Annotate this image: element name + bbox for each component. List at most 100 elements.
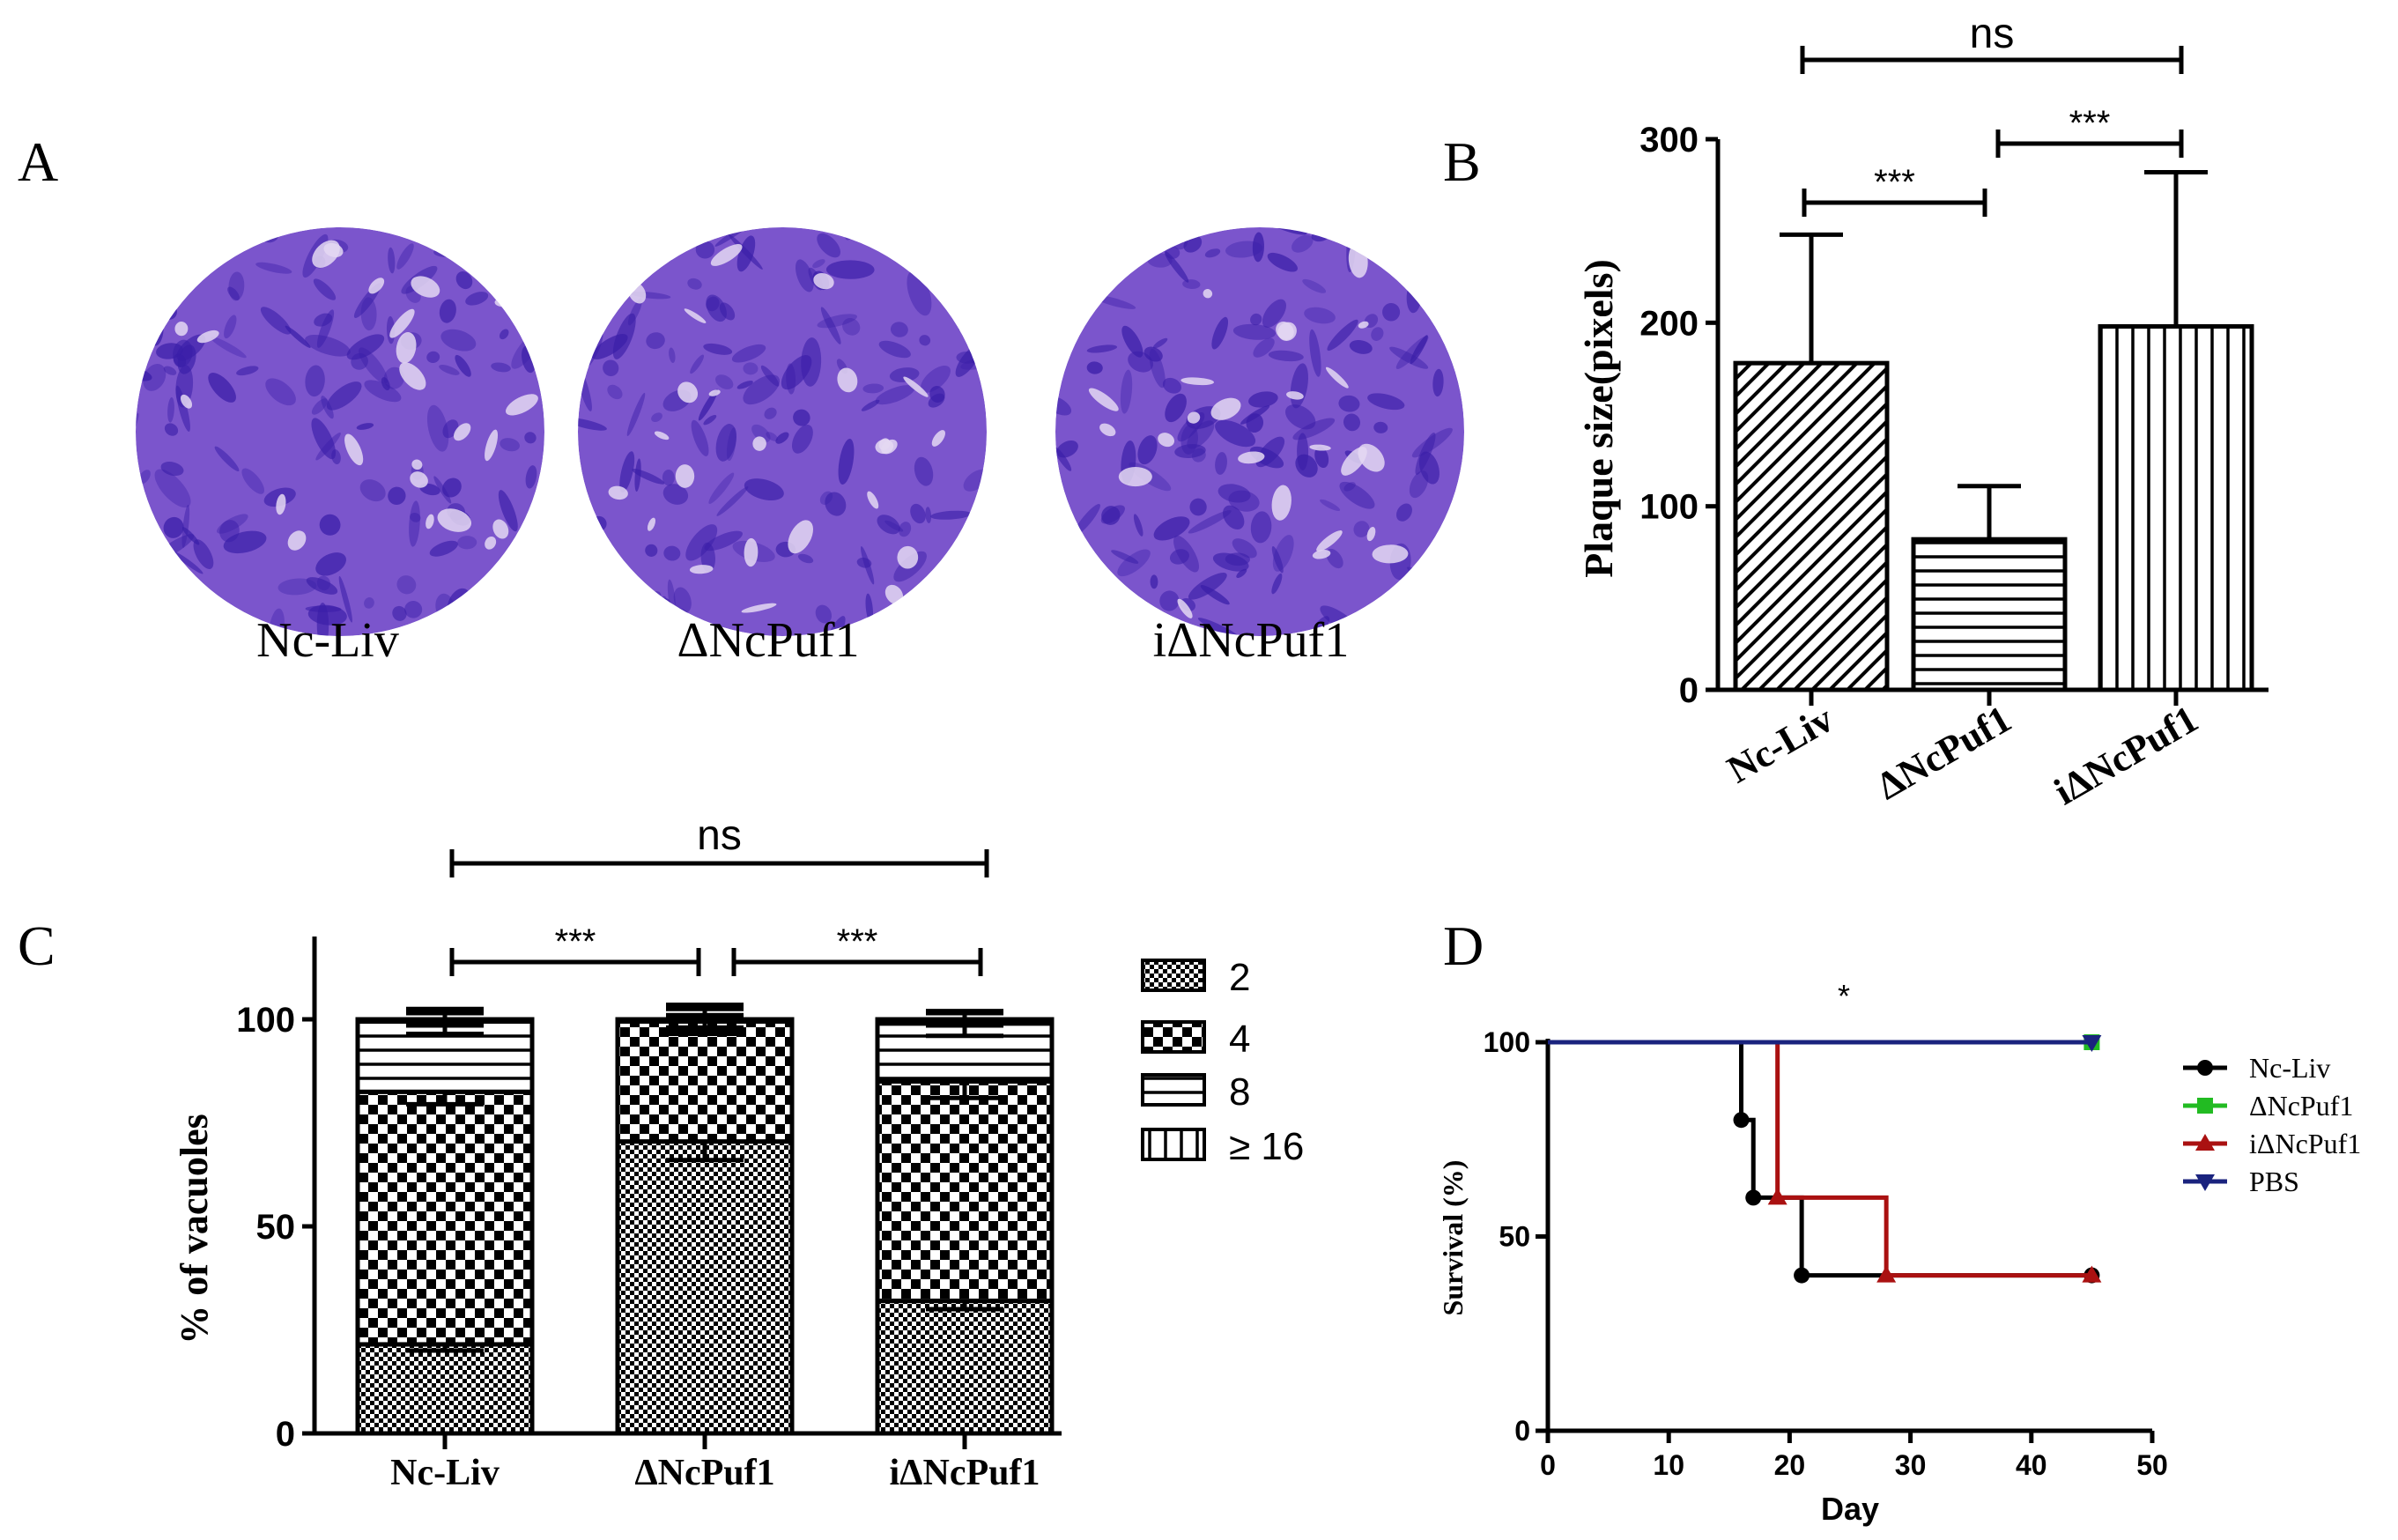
texture-streak [871, 620, 889, 636]
plate-texture [136, 227, 544, 636]
texture-streak [156, 598, 176, 618]
texture-streak [1292, 418, 1336, 441]
texture-streak [967, 277, 987, 300]
texture-streak [359, 347, 389, 384]
texture-streak [165, 589, 201, 605]
b-bar [1911, 537, 2068, 692]
plaque-spot [1271, 485, 1292, 521]
texture-streak [1111, 550, 1139, 564]
panel-b: B Plaque size(pixels) 0 100 200 300 Nc-Liv ΔN… [1443, 11, 2268, 813]
texture-streak [938, 610, 987, 632]
texture-streak [817, 314, 857, 329]
texture-streak [515, 227, 537, 233]
texture-streak [136, 617, 148, 636]
texture-streak [153, 574, 177, 603]
b-y-tick-label: 100 [1639, 488, 1699, 527]
texture-streak [669, 347, 676, 363]
texture-streak [175, 227, 202, 248]
texture-streak [764, 407, 777, 419]
texture-streak [175, 365, 194, 408]
plaque-images [136, 227, 1464, 636]
texture-streak [744, 478, 784, 501]
survival-chart: 0 10 20 30 40 50 0 50 100 Nc-Liv ΔNcPuf1 iΔNcPuf1 PB… [1484, 1026, 2362, 1481]
b-x-tick-label: iΔNcPuf1 [2046, 697, 2205, 813]
texture-streak [1445, 603, 1464, 636]
plaque-spot [185, 244, 203, 262]
d-x-tick-label: 40 [2016, 1449, 2047, 1481]
texture-streak [1353, 521, 1370, 537]
texture-streak [691, 419, 709, 456]
texture-streak [673, 587, 692, 614]
texture-streak [1162, 377, 1182, 394]
texture-streak [236, 366, 259, 376]
texture-streak [314, 313, 333, 327]
plaque-spot [897, 545, 919, 569]
texture-streak [825, 260, 875, 279]
texture-streak [793, 409, 810, 426]
texture-streak [925, 507, 932, 523]
texture-streak [409, 500, 420, 547]
texture-streak [662, 484, 689, 505]
plaque-spot [1372, 544, 1409, 564]
texture-streak [781, 355, 812, 390]
texture-streak [193, 539, 214, 570]
c-significance-label: *** [555, 922, 596, 961]
texture-streak [958, 322, 987, 333]
texture-streak [440, 329, 477, 352]
texture-streak [1153, 516, 1190, 541]
texture-streak [1338, 395, 1360, 412]
d-y-tick-label: 50 [1499, 1221, 1530, 1253]
texture-streak [143, 364, 167, 391]
texture-streak [1389, 346, 1429, 369]
texture-streak [136, 524, 147, 552]
texture-streak [410, 513, 421, 522]
plaque-spot [744, 537, 759, 567]
texture-streak [154, 469, 191, 508]
texture-streak [364, 380, 402, 403]
texture-streak [589, 227, 603, 233]
texture-streak [1371, 327, 1384, 341]
plate-label-i-delta-ncpuf1: iΔNcPuf1 [1153, 613, 1350, 668]
texture-streak [695, 241, 715, 259]
plaque-spot [608, 485, 628, 500]
texture-streak [396, 243, 414, 270]
texture-streak [260, 307, 292, 335]
b-y-axis-title: Plaque size(pixels) [1576, 259, 1621, 578]
texture-streak [305, 365, 325, 397]
plaque-spot [485, 429, 499, 462]
plaque-spot [1158, 433, 1175, 448]
texture-streak [161, 278, 175, 307]
texture-streak [651, 412, 662, 423]
plaque-spot [485, 536, 497, 550]
texture-streak [627, 298, 642, 326]
c-y-tick-label: 100 [236, 1001, 295, 1040]
d-x-tick-label: 0 [1540, 1449, 1556, 1481]
texture-streak [1165, 393, 1187, 423]
texture-streak [499, 329, 509, 340]
texture-streak [1410, 335, 1428, 365]
texture-streak [603, 285, 622, 300]
plaque-spot [368, 278, 385, 294]
texture-streak [1074, 242, 1104, 253]
texture-streak [578, 291, 594, 315]
d-series-marker [1876, 1265, 1897, 1283]
texture-streak [817, 233, 841, 258]
texture-streak [472, 607, 490, 633]
d-legend-label: PBS [2249, 1166, 2299, 1197]
plaque-spot [196, 329, 219, 344]
texture-streak [1369, 241, 1391, 250]
texture-streak [949, 227, 957, 242]
texture-streak [311, 398, 328, 415]
plaque-spot [1099, 423, 1116, 437]
texture-streak [936, 227, 951, 247]
texture-streak [1187, 420, 1215, 449]
plaque-spot [180, 394, 193, 409]
texture-streak [319, 514, 341, 536]
d-legend-label: iΔNcPuf1 [2249, 1128, 2361, 1159]
texture-streak [1440, 307, 1451, 334]
plaque-spot [500, 275, 522, 296]
plaque-spot [174, 322, 189, 337]
texture-streak [152, 227, 181, 245]
texture-streak [356, 423, 374, 430]
